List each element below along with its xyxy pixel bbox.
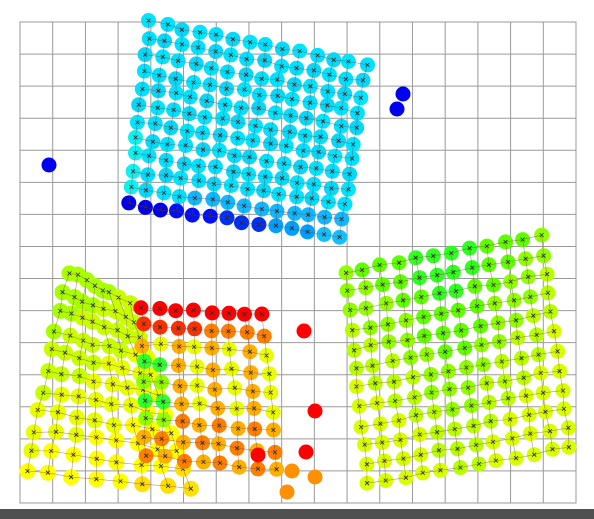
particle-red-d <box>250 447 266 463</box>
cloth-node-markers <box>126 18 370 240</box>
green-cloth-right <box>338 227 577 491</box>
particle-red-b <box>307 403 323 419</box>
stray-particles <box>41 86 411 500</box>
cloth-springs <box>128 20 368 238</box>
cloth-node-markers <box>25 271 194 491</box>
particle-blue-top-right-a <box>395 86 411 102</box>
bottom-status-bar <box>0 509 594 519</box>
particle-orange-a <box>284 463 300 479</box>
red-orange-cloth-middle <box>133 300 285 477</box>
particle-red-a <box>296 323 312 339</box>
yellow-cloth-left <box>19 265 199 497</box>
particle-orange-b <box>307 469 323 485</box>
cloth-layer <box>19 13 577 497</box>
particle-orange-c <box>279 484 295 500</box>
particle-blue-top-right-b <box>389 101 405 117</box>
cloth-springs <box>345 234 570 484</box>
particle-blue-left <box>41 157 57 173</box>
grid-border <box>19 21 577 504</box>
cloth-node-markers <box>138 305 279 472</box>
cloth-springs <box>140 307 277 470</box>
particle-red-c <box>298 444 314 460</box>
cyan-cloth <box>121 13 375 245</box>
cloth-node-markers <box>343 232 572 486</box>
